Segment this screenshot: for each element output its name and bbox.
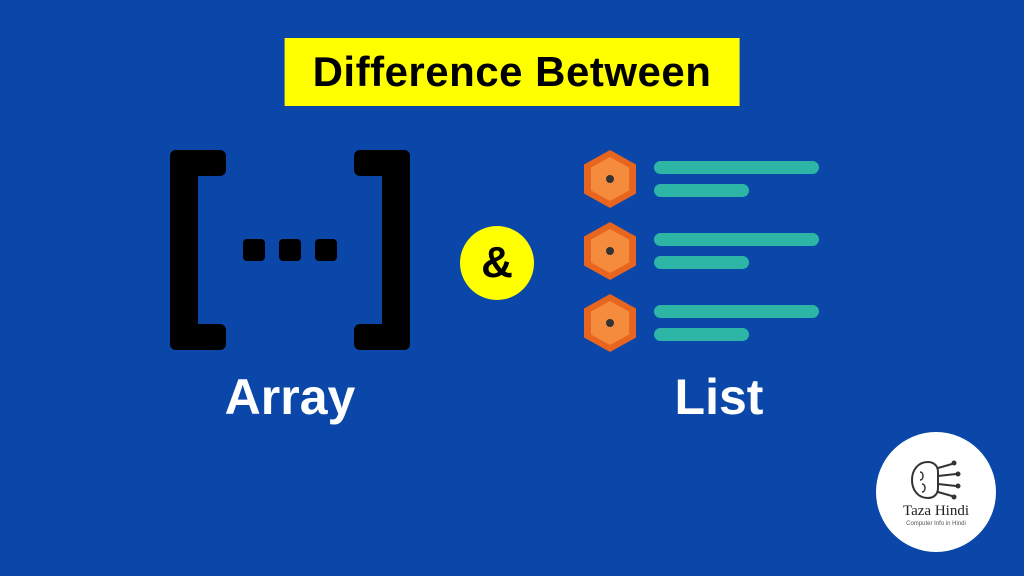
list-row xyxy=(584,294,819,352)
ampersand-badge: & xyxy=(460,226,534,300)
list-row xyxy=(584,150,819,208)
logo-tagline: Computer Info in Hindi xyxy=(906,521,966,527)
array-column: Array xyxy=(170,150,410,426)
title-banner: Difference Between xyxy=(285,38,740,106)
list-lines-icon xyxy=(654,233,819,269)
list-lines-icon xyxy=(654,305,819,341)
logo-name: Taza Hindi xyxy=(903,503,969,520)
hexagon-icon xyxy=(584,222,636,280)
bracket-right-icon xyxy=(354,150,410,350)
list-icon xyxy=(584,150,854,350)
brain-circuit-icon xyxy=(908,458,964,502)
list-column: List xyxy=(584,150,854,426)
hexagon-icon xyxy=(584,294,636,352)
list-label: List xyxy=(675,368,764,426)
bracket-left-icon xyxy=(170,150,226,350)
list-lines-icon xyxy=(654,161,819,197)
logo-badge: Taza Hindi Computer Info in Hindi xyxy=(876,432,996,552)
array-label: Array xyxy=(225,368,356,426)
content-row: Array & xyxy=(0,150,1024,426)
hexagon-icon xyxy=(584,150,636,208)
array-brackets-icon xyxy=(170,150,410,350)
ellipsis-icon xyxy=(243,239,337,261)
list-row xyxy=(584,222,819,280)
